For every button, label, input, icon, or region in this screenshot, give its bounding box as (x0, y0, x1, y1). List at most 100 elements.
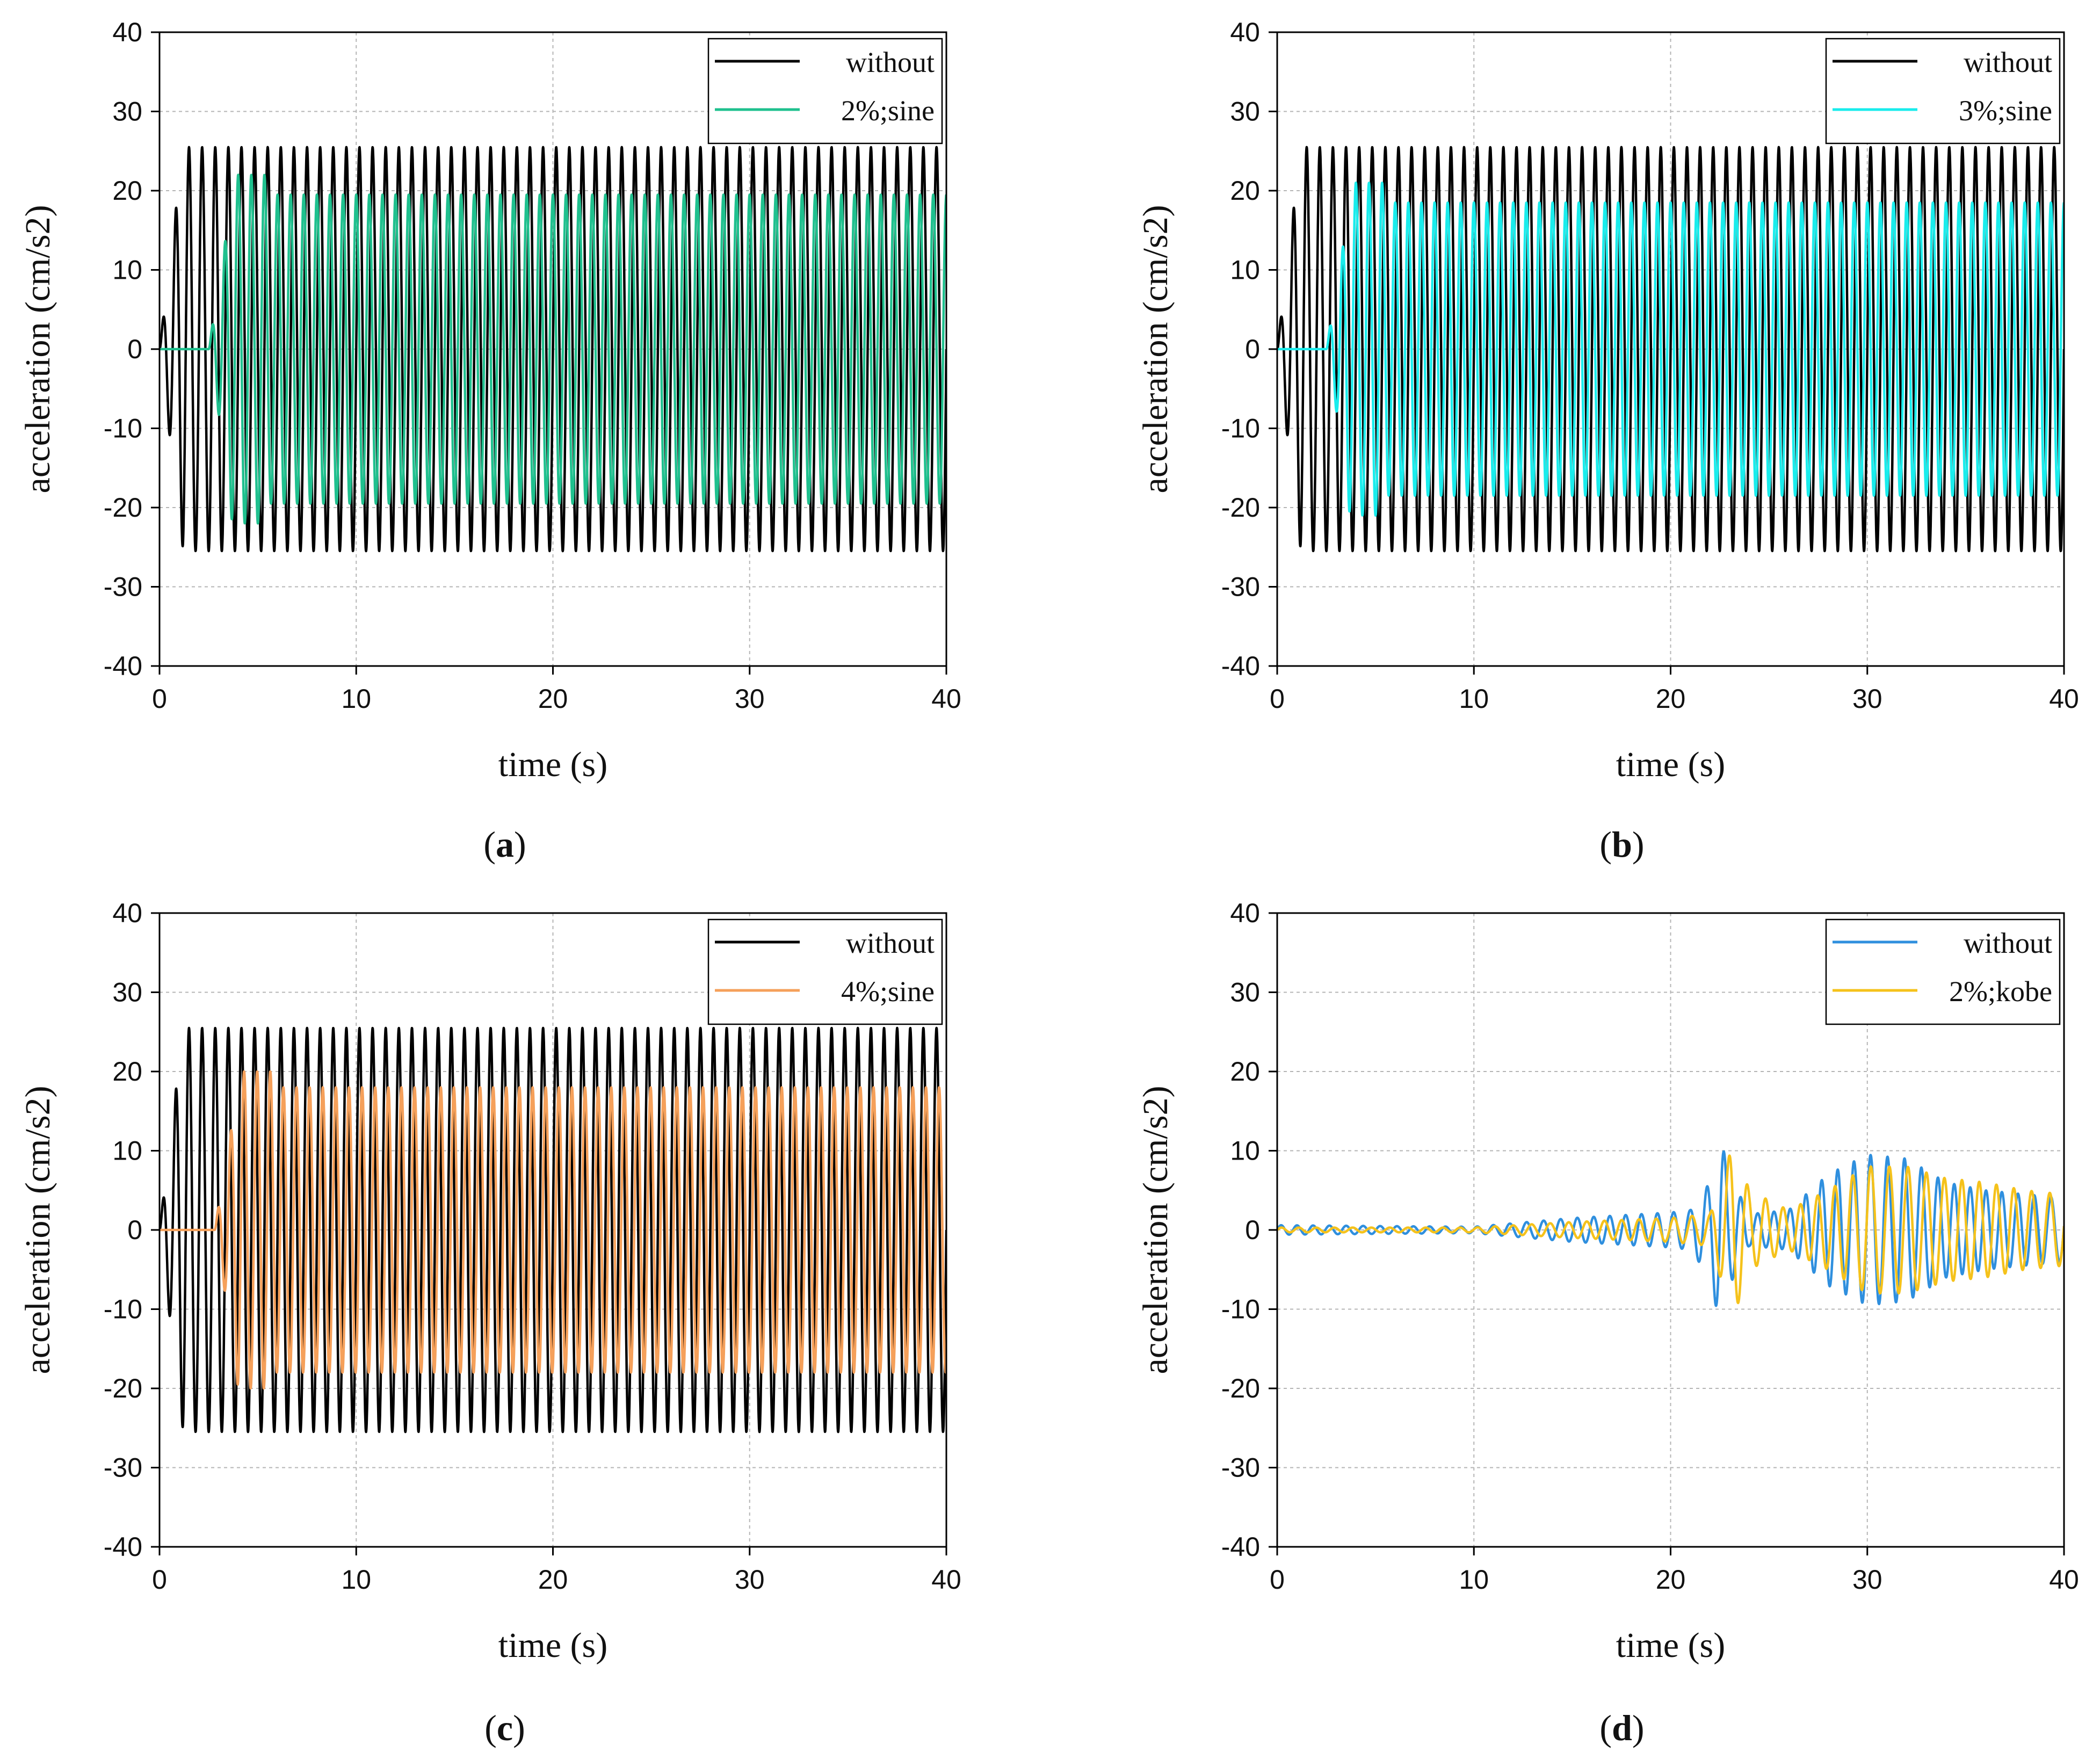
y-tick-label: 40 (112, 17, 142, 47)
panel-label: (b) (1599, 824, 1644, 865)
y-tick-label: 10 (1230, 255, 1260, 285)
series-line-2-sine (160, 173, 946, 525)
y-tick-label: -30 (104, 1453, 142, 1483)
x-axis-title: time (s) (498, 1626, 607, 1665)
x-axis-title: time (s) (1616, 745, 1725, 784)
y-axis-title: acceleration (cm/s2) (1136, 205, 1175, 494)
y-tick-label: -10 (1221, 1294, 1260, 1324)
y-tick-label: 10 (1230, 1136, 1260, 1166)
panel-label: (a) (483, 824, 526, 865)
series-line-3-sine (1277, 182, 2064, 517)
y-tick-label: -20 (104, 493, 142, 523)
y-tick-label: 10 (112, 1136, 142, 1166)
y-tick-label: 20 (1230, 176, 1260, 206)
y-tick-label: 20 (1230, 1056, 1260, 1087)
y-tick-label: 0 (127, 1215, 142, 1245)
y-tick-label: -10 (104, 1294, 142, 1324)
legend-box (707, 918, 943, 1025)
y-tick-label: 30 (112, 978, 142, 1008)
legend-label: without (1964, 46, 2052, 78)
y-tick-label: -20 (1221, 493, 1260, 523)
x-tick-label: 20 (1656, 1565, 1686, 1595)
series-line-without (160, 146, 946, 553)
x-axis-title: time (s) (1616, 1626, 1725, 1665)
x-tick-label: 10 (341, 684, 371, 714)
chart-panel-c: 0 10 20 30 40 40 30 20 10 0 -10 -20 -30 -40 time (s) ac… (18, 898, 961, 1748)
y-tick-label: 20 (112, 1056, 142, 1087)
y-tick-label: -40 (1221, 651, 1260, 681)
y-tick-label: -20 (1221, 1373, 1260, 1403)
series-line-without (160, 1026, 946, 1434)
x-tick-label: 40 (931, 1565, 961, 1595)
x-tick-label: 20 (1656, 684, 1686, 714)
legend-box (1825, 918, 2061, 1025)
panel-label-letter: a (496, 824, 514, 865)
y-tick-label: 30 (1230, 97, 1260, 127)
panel-label-letter: b (1612, 824, 1632, 865)
y-tick-label: 30 (1230, 978, 1260, 1008)
chart-panel-b: 0 10 20 30 40 40 30 20 10 0 -10 -20 -30 -40 time (s) ac… (1136, 17, 2079, 865)
y-tick-label: 0 (1245, 1215, 1260, 1245)
y-tick-label: -30 (1221, 1453, 1260, 1483)
series-line-2-kobe (1277, 1154, 2064, 1305)
y-axis-title: acceleration (cm/s2) (1136, 1086, 1175, 1374)
x-tick-label: 10 (341, 1565, 371, 1595)
x-tick-label: 40 (931, 684, 961, 714)
y-axis-title: acceleration (cm/s2) (18, 1086, 57, 1374)
panel-label: (c) (484, 1707, 525, 1748)
y-tick-label: 40 (112, 898, 142, 928)
y-tick-label: -10 (1221, 414, 1260, 444)
x-axis-title: time (s) (498, 745, 607, 784)
x-tick-label: 0 (1270, 1565, 1285, 1595)
panel-label-letter: d (1612, 1707, 1632, 1748)
legend: without 2%;kobe (1825, 918, 2061, 1025)
y-axis-title: acceleration (cm/s2) (18, 205, 57, 494)
legend-label: 3%;sine (1959, 95, 2052, 127)
x-tick-label: 0 (152, 684, 167, 714)
legend-label: without (1964, 927, 2052, 959)
legend-box (1825, 38, 2061, 144)
chart-panel-d: 0 10 20 30 40 40 30 20 10 0 -10 -20 -30 -40 time (s) ac… (1136, 898, 2079, 1748)
x-tick-label: 30 (735, 1565, 765, 1595)
legend-label: 2%;kobe (1949, 975, 2052, 1008)
y-tick-label: -40 (104, 651, 142, 681)
y-tick-label: 10 (112, 255, 142, 285)
y-tick-label: -30 (104, 572, 142, 602)
y-tick-label: -10 (104, 414, 142, 444)
y-tick-label: 40 (1230, 17, 1260, 47)
legend: without 4%;sine (707, 918, 943, 1025)
legend: without 3%;sine (1825, 38, 2061, 144)
y-tick-label: -20 (104, 1373, 142, 1403)
legend-label: 2%;sine (841, 95, 935, 127)
x-tick-label: 0 (152, 1565, 167, 1595)
y-tick-label: 0 (127, 334, 142, 364)
panel-label-letter: c (497, 1707, 513, 1748)
series-line-4-sine (160, 1070, 946, 1390)
x-tick-label: 40 (2049, 1565, 2079, 1595)
x-tick-label: 10 (1459, 1565, 1489, 1595)
y-tick-label: -30 (1221, 572, 1260, 602)
legend-label: 4%;sine (841, 975, 935, 1008)
y-tick-label: 0 (1245, 334, 1260, 364)
chart-panel-a: 0 10 20 30 40 40 30 20 10 0 -10 -20 -30 -40 time (s) ac… (18, 17, 961, 865)
panel-label: (d) (1599, 1707, 1644, 1748)
y-tick-label: 40 (1230, 898, 1260, 928)
legend: without 2%;sine (707, 38, 943, 144)
x-tick-label: 20 (538, 684, 568, 714)
x-tick-label: 40 (2049, 684, 2079, 714)
x-tick-label: 30 (735, 684, 765, 714)
y-tick-label: 20 (112, 176, 142, 206)
legend-box (707, 38, 943, 144)
x-tick-label: 30 (1852, 684, 1882, 714)
x-tick-label: 10 (1459, 684, 1489, 714)
series-line-without (1277, 146, 2064, 553)
x-tick-label: 30 (1852, 1565, 1882, 1595)
y-tick-label: 30 (112, 97, 142, 127)
x-tick-label: 0 (1270, 684, 1285, 714)
legend-label: without (846, 46, 935, 78)
y-tick-label: -40 (1221, 1532, 1260, 1562)
x-tick-label: 20 (538, 1565, 568, 1595)
y-tick-label: -40 (104, 1532, 142, 1562)
legend-label: without (846, 927, 935, 959)
